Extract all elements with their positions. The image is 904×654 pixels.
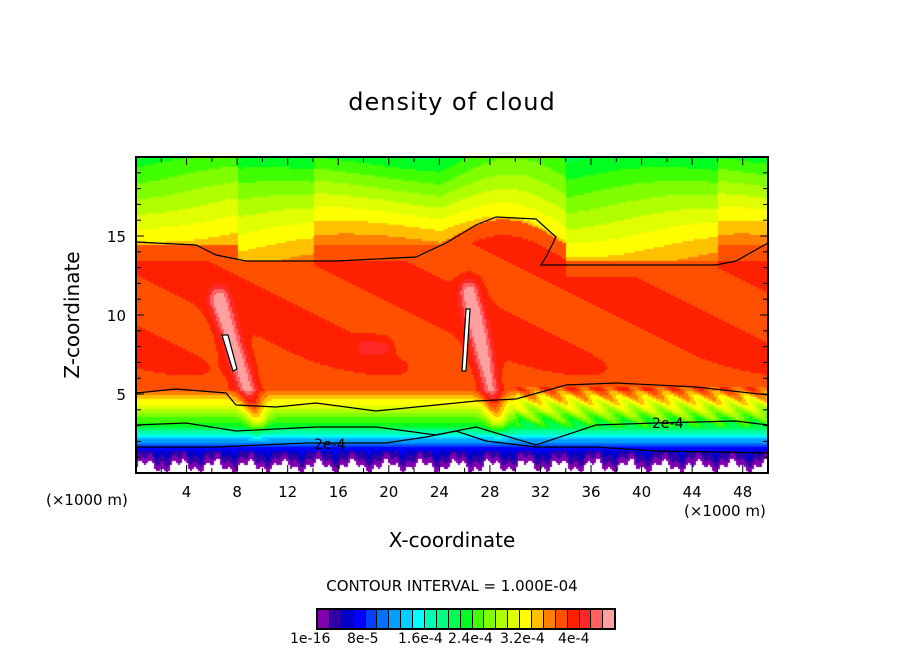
contour-streak-right bbox=[461, 308, 471, 372]
contour-label: 2e-4 bbox=[652, 416, 684, 432]
x-tick-label: 40 bbox=[632, 483, 651, 501]
colorbar-label: 8e-5 bbox=[347, 631, 379, 647]
colorbar-swatch bbox=[496, 610, 509, 628]
colorbar-swatch bbox=[448, 610, 461, 628]
colorbar-label: 2.4e-4 bbox=[448, 631, 493, 647]
plot-frame bbox=[135, 156, 769, 474]
x-tick-label: 16 bbox=[329, 483, 348, 501]
colorbar-swatch bbox=[520, 610, 533, 628]
colorbar-swatch bbox=[353, 610, 366, 628]
y-tick-label: 5 bbox=[116, 386, 126, 404]
colorbar-label: 1e-16 bbox=[290, 631, 331, 647]
contour-label: 2e-4 bbox=[314, 437, 346, 453]
colorbar-swatch bbox=[413, 610, 426, 628]
y-unit-label: (×1000 m) bbox=[46, 491, 128, 509]
contour-lines: 2e-4 2e-4 bbox=[135, 216, 769, 454]
contour-line-upper bbox=[135, 216, 769, 266]
colorbar-swatch bbox=[329, 610, 342, 628]
colorbar-swatch bbox=[579, 610, 592, 628]
colorbar-swatch bbox=[472, 610, 485, 628]
plot-area: 2e-4 2e-4 bbox=[135, 157, 769, 473]
x-tick-label: 8 bbox=[232, 483, 242, 501]
x-tick-label: 32 bbox=[531, 483, 550, 501]
colorbar-swatch bbox=[365, 610, 378, 628]
x-unit-label: (×1000 m) bbox=[684, 502, 766, 520]
colorbar-swatch bbox=[401, 610, 414, 628]
colorbar-label: 3.2e-4 bbox=[500, 631, 545, 647]
colorbar-swatch bbox=[532, 610, 544, 628]
colorbar-swatch bbox=[484, 610, 497, 628]
x-tick-label: 12 bbox=[278, 483, 297, 501]
colorbar-swatch bbox=[341, 610, 354, 628]
colorbar-swatch bbox=[591, 610, 604, 628]
colorbar-swatch bbox=[377, 610, 390, 628]
contour-streak-left bbox=[221, 334, 238, 372]
colorbar-swatch bbox=[460, 610, 473, 628]
contour-interval: CONTOUR INTERVAL = 1.000E-04 bbox=[326, 577, 578, 595]
cloud-density-field bbox=[136, 157, 768, 473]
x-tick-label: 28 bbox=[480, 483, 499, 501]
colorbar bbox=[316, 608, 617, 630]
x-tick-label: 48 bbox=[733, 483, 752, 501]
contour-line-mid bbox=[135, 382, 769, 412]
colorbar-label: 1.6e-4 bbox=[398, 631, 443, 647]
x-tick-label: 36 bbox=[581, 483, 600, 501]
contour-line-base bbox=[136, 430, 769, 454]
chart-title: density of cloud bbox=[348, 88, 556, 116]
colorbar-label: 4e-4 bbox=[558, 631, 590, 647]
y-axis-label: Z-coordinate bbox=[60, 251, 84, 379]
colorbar-swatch bbox=[567, 610, 580, 628]
x-axis-label: X-coordinate bbox=[388, 528, 516, 552]
colorbar-swatch bbox=[425, 610, 437, 628]
x-tick-label: 24 bbox=[430, 483, 449, 501]
x-tick-label: 20 bbox=[379, 483, 398, 501]
x-tick-label: 4 bbox=[182, 483, 192, 501]
colorbar-swatch bbox=[543, 610, 556, 628]
y-tick-label: 10 bbox=[107, 307, 126, 325]
colorbar-swatch bbox=[318, 610, 330, 628]
colorbar-swatch bbox=[555, 610, 568, 628]
x-tick-label: 44 bbox=[683, 483, 702, 501]
y-tick-label: 15 bbox=[107, 228, 126, 246]
colorbar-swatch bbox=[389, 610, 402, 628]
colorbar-swatch bbox=[603, 610, 615, 628]
colorbar-swatch bbox=[508, 610, 521, 628]
colorbar-swatch bbox=[436, 610, 449, 628]
